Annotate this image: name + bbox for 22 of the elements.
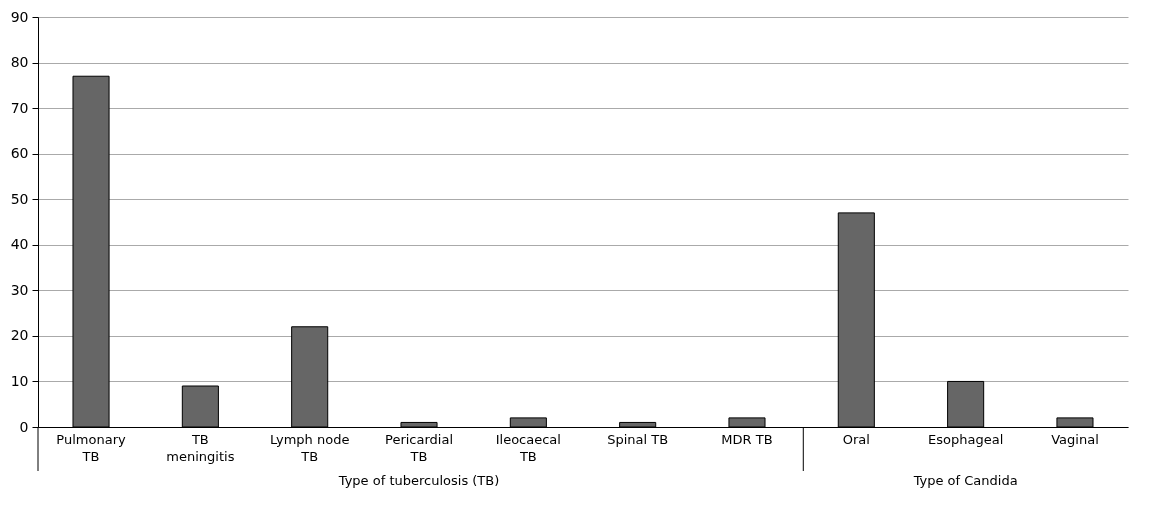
x-tick-label: Pulmonary TB xyxy=(56,431,126,464)
y-tick-label: 30 xyxy=(10,281,29,298)
x-tick-label: Spinal TB xyxy=(607,431,669,447)
x-tick-label: Pericardial TB xyxy=(385,431,454,464)
text: Type of tuberculosis (TB) xyxy=(337,473,500,488)
x-tick-label: MDR TB xyxy=(721,431,773,447)
y-tick-label: 0 xyxy=(19,418,29,435)
x-tick-label: Oral xyxy=(842,431,870,447)
y-tick-label: 60 xyxy=(10,145,29,162)
x-tick-label: Ileocaecal TB xyxy=(495,431,561,464)
x-tick-label: Vaginal xyxy=(1051,431,1099,447)
x-tick-label: TB meningitis xyxy=(166,431,235,464)
y-tick-label: 20 xyxy=(10,327,29,344)
y-tick-label: 70 xyxy=(10,99,29,116)
text: Type of Candida xyxy=(912,473,1018,488)
y-tick-label: 90 xyxy=(10,8,29,25)
y-tick-label: 40 xyxy=(10,236,29,253)
x-tick-label: Esophageal xyxy=(928,431,1004,447)
y-tick-label: 50 xyxy=(10,190,29,207)
y-tick-label: 10 xyxy=(10,372,29,389)
y-tick-label: 80 xyxy=(10,54,29,71)
x-tick-label: Lymph node TB xyxy=(269,431,350,464)
